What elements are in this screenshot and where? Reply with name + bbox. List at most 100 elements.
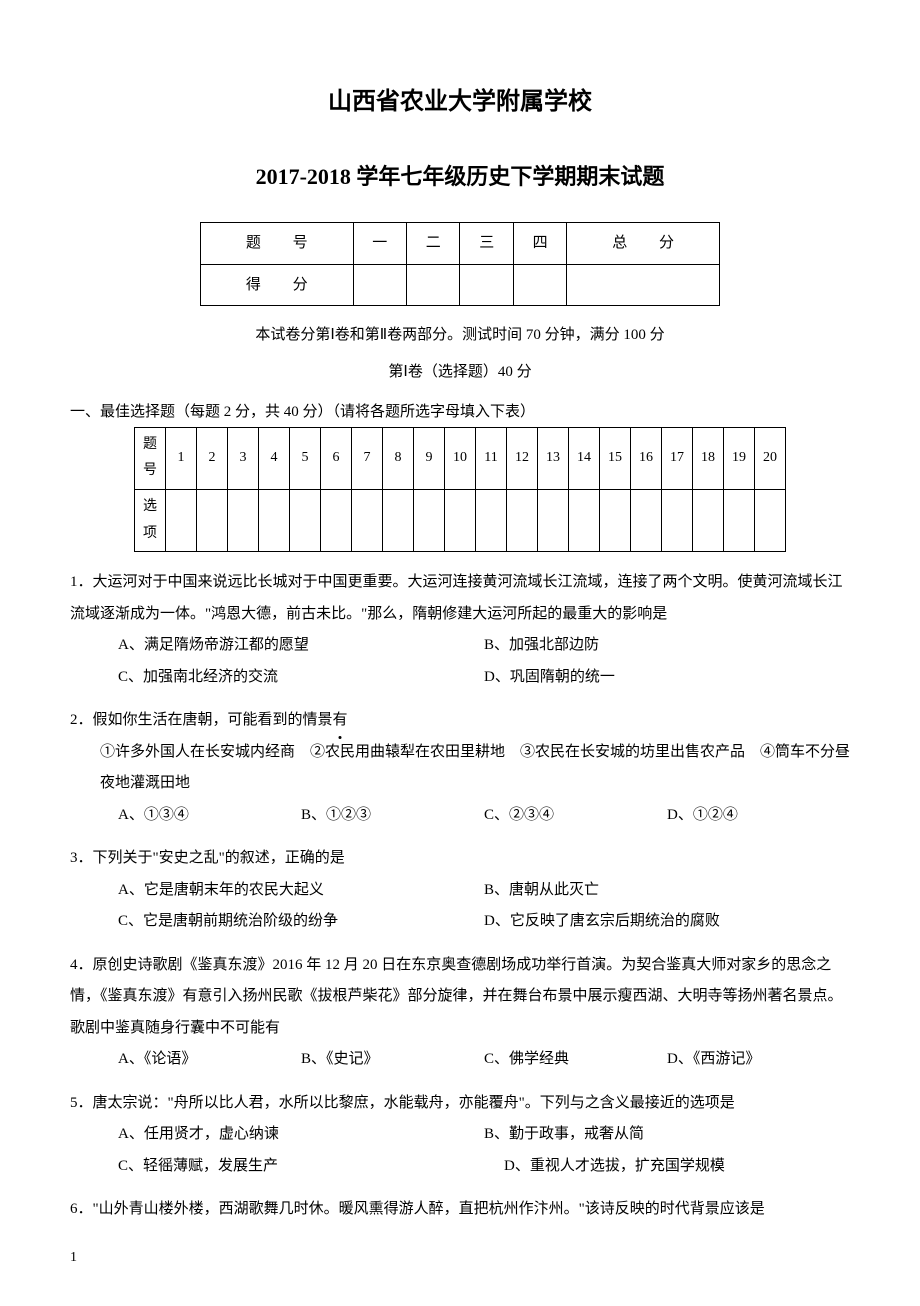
option-a: A、任用贤才，虚心纳谏 bbox=[118, 1119, 484, 1151]
score-table: 题 号 一 二 三 四 总 分 得 分 bbox=[200, 222, 720, 306]
question-4-options: A、《论语》 B、《史记》 C、佛学经典 D、《西游记》 bbox=[70, 1044, 850, 1076]
score-cell bbox=[460, 264, 513, 306]
answer-num: 13 bbox=[538, 427, 569, 489]
option-b: B、①②③ bbox=[301, 800, 484, 832]
score-row2-label: 得 分 bbox=[201, 264, 354, 306]
section-1-header: 一、最佳选择题（每题 2 分，共 40 分）（请将各题所选字母填入下表） bbox=[70, 398, 850, 427]
answer-table: 题号 1 2 3 4 5 6 7 8 9 10 11 12 13 14 15 1… bbox=[134, 427, 786, 552]
option-d: D、它反映了唐玄宗后期统治的腐败 bbox=[484, 906, 850, 938]
option-b: B、勤于政事，戒奢从简 bbox=[484, 1119, 850, 1151]
answer-num: 9 bbox=[414, 427, 445, 489]
question-4: 4．原创史诗歌剧《鉴真东渡》2016 年 12 月 20 日在东京奥查德剧场成功… bbox=[70, 950, 850, 1045]
table-row: 题 号 一 二 三 四 总 分 bbox=[201, 223, 720, 265]
option-c: C、佛学经典 bbox=[484, 1044, 667, 1076]
score-header-label: 题 号 bbox=[201, 223, 354, 265]
answer-num: 17 bbox=[662, 427, 693, 489]
option-d: D、巩固隋朝的统一 bbox=[484, 662, 850, 694]
option-a: A、①③④ bbox=[118, 800, 301, 832]
table-row: 选项 bbox=[135, 490, 786, 552]
question-5: 5．唐太宗说："舟所以比人君，水所以比黎庶，水能载舟，亦能覆舟"。下列与之含义最… bbox=[70, 1088, 850, 1120]
answer-cell bbox=[755, 490, 786, 552]
option-c: C、②③④ bbox=[484, 800, 667, 832]
score-cell bbox=[407, 264, 460, 306]
option-c: C、加强南北经济的交流 bbox=[118, 662, 484, 694]
score-col-total: 总 分 bbox=[567, 223, 720, 265]
answer-cell bbox=[724, 490, 755, 552]
answer-cell bbox=[538, 490, 569, 552]
answer-cell bbox=[507, 490, 538, 552]
answer-cell bbox=[631, 490, 662, 552]
score-col-4: 四 bbox=[513, 223, 566, 265]
info-line-2: 第Ⅰ卷（选择题）40 分 bbox=[70, 358, 850, 387]
answer-num: 19 bbox=[724, 427, 755, 489]
option-c: C、它是唐朝前期统治阶级的纷争 bbox=[118, 906, 484, 938]
answer-num: 1 bbox=[166, 427, 197, 489]
answer-cell bbox=[352, 490, 383, 552]
question-2-sub: ①许多外国人在长安城内经商 ②农民用曲辕犁在农田里耕地 ③农民在长安城的坊里出售… bbox=[70, 737, 850, 800]
title-sub: 2017-2018 学年七年级历史下学期期末试题 bbox=[70, 156, 850, 198]
option-b: B、《史记》 bbox=[301, 1044, 484, 1076]
answer-cell bbox=[228, 490, 259, 552]
option-c: C、轻徭薄赋，发展生产 bbox=[118, 1151, 464, 1183]
answer-num: 4 bbox=[259, 427, 290, 489]
question-2: 2．假如你生活在唐朝，可能看到的情景有 bbox=[70, 705, 850, 737]
score-col-3: 三 bbox=[460, 223, 513, 265]
answer-cell bbox=[259, 490, 290, 552]
answer-num: 3 bbox=[228, 427, 259, 489]
option-d: D、重视人才选拔，扩充国学规模 bbox=[464, 1151, 850, 1183]
table-row: 题号 1 2 3 4 5 6 7 8 9 10 11 12 13 14 15 1… bbox=[135, 427, 786, 489]
option-a: A、满足隋炀帝游江都的愿望 bbox=[118, 630, 484, 662]
answer-num: 6 bbox=[321, 427, 352, 489]
answer-cell bbox=[693, 490, 724, 552]
question-3: 3．下列关于"安史之乱"的叙述，正确的是 bbox=[70, 843, 850, 875]
question-1-options: A、满足隋炀帝游江都的愿望 B、加强北部边防 C、加强南北经济的交流 D、巩固隋… bbox=[70, 630, 850, 693]
answer-cell bbox=[600, 490, 631, 552]
answer-num: 8 bbox=[383, 427, 414, 489]
title-main: 山西省农业大学附属学校 bbox=[70, 80, 850, 126]
answer-cell bbox=[476, 490, 507, 552]
answer-cell bbox=[166, 490, 197, 552]
table-row: 得 分 bbox=[201, 264, 720, 306]
answer-num: 10 bbox=[445, 427, 476, 489]
option-a: A、《论语》 bbox=[118, 1044, 301, 1076]
question-3-options: A、它是唐朝末年的农民大起义 B、唐朝从此灭亡 C、它是唐朝前期统治阶级的纷争 … bbox=[70, 875, 850, 938]
answer-num: 16 bbox=[631, 427, 662, 489]
score-cell bbox=[353, 264, 406, 306]
answer-num: 14 bbox=[569, 427, 600, 489]
answer-cell bbox=[290, 490, 321, 552]
question-2-options: A、①③④ B、①②③ C、②③④ D、①②④ bbox=[70, 800, 850, 832]
answer-cell bbox=[383, 490, 414, 552]
answer-option-label: 选项 bbox=[135, 490, 166, 552]
answer-num: 15 bbox=[600, 427, 631, 489]
answer-cell bbox=[321, 490, 352, 552]
question-2-marked: 有 bbox=[333, 705, 348, 737]
question-1: 1．大运河对于中国来说远比长城对于中国更重要。大运河连接黄河流域长江流域，连接了… bbox=[70, 567, 850, 630]
question-2-prefix: 2．假如你生活在唐朝，可能看到的情景 bbox=[70, 712, 333, 728]
answer-num: 7 bbox=[352, 427, 383, 489]
option-b: B、加强北部边防 bbox=[484, 630, 850, 662]
answer-num: 11 bbox=[476, 427, 507, 489]
answer-header-label: 题号 bbox=[135, 427, 166, 489]
score-cell bbox=[567, 264, 720, 306]
answer-cell bbox=[569, 490, 600, 552]
answer-num: 2 bbox=[197, 427, 228, 489]
question-5-options: A、任用贤才，虚心纳谏 B、勤于政事，戒奢从简 C、轻徭薄赋，发展生产 D、重视… bbox=[70, 1119, 850, 1182]
info-line-1: 本试卷分第Ⅰ卷和第Ⅱ卷两部分。测试时间 70 分钟，满分 100 分 bbox=[70, 321, 850, 350]
option-d: D、《西游记》 bbox=[667, 1044, 850, 1076]
page-number: 1 bbox=[70, 1245, 77, 1272]
answer-cell bbox=[414, 490, 445, 552]
score-col-1: 一 bbox=[353, 223, 406, 265]
option-a: A、它是唐朝末年的农民大起义 bbox=[118, 875, 484, 907]
answer-num: 18 bbox=[693, 427, 724, 489]
score-cell bbox=[513, 264, 566, 306]
answer-num: 20 bbox=[755, 427, 786, 489]
question-6: 6．"山外青山楼外楼，西湖歌舞几时休。暖风熏得游人醉，直把杭州作汴州。"该诗反映… bbox=[70, 1194, 850, 1226]
answer-cell bbox=[662, 490, 693, 552]
option-d: D、①②④ bbox=[667, 800, 850, 832]
answer-cell bbox=[197, 490, 228, 552]
option-b: B、唐朝从此灭亡 bbox=[484, 875, 850, 907]
answer-num: 12 bbox=[507, 427, 538, 489]
answer-num: 5 bbox=[290, 427, 321, 489]
score-col-2: 二 bbox=[407, 223, 460, 265]
answer-cell bbox=[445, 490, 476, 552]
